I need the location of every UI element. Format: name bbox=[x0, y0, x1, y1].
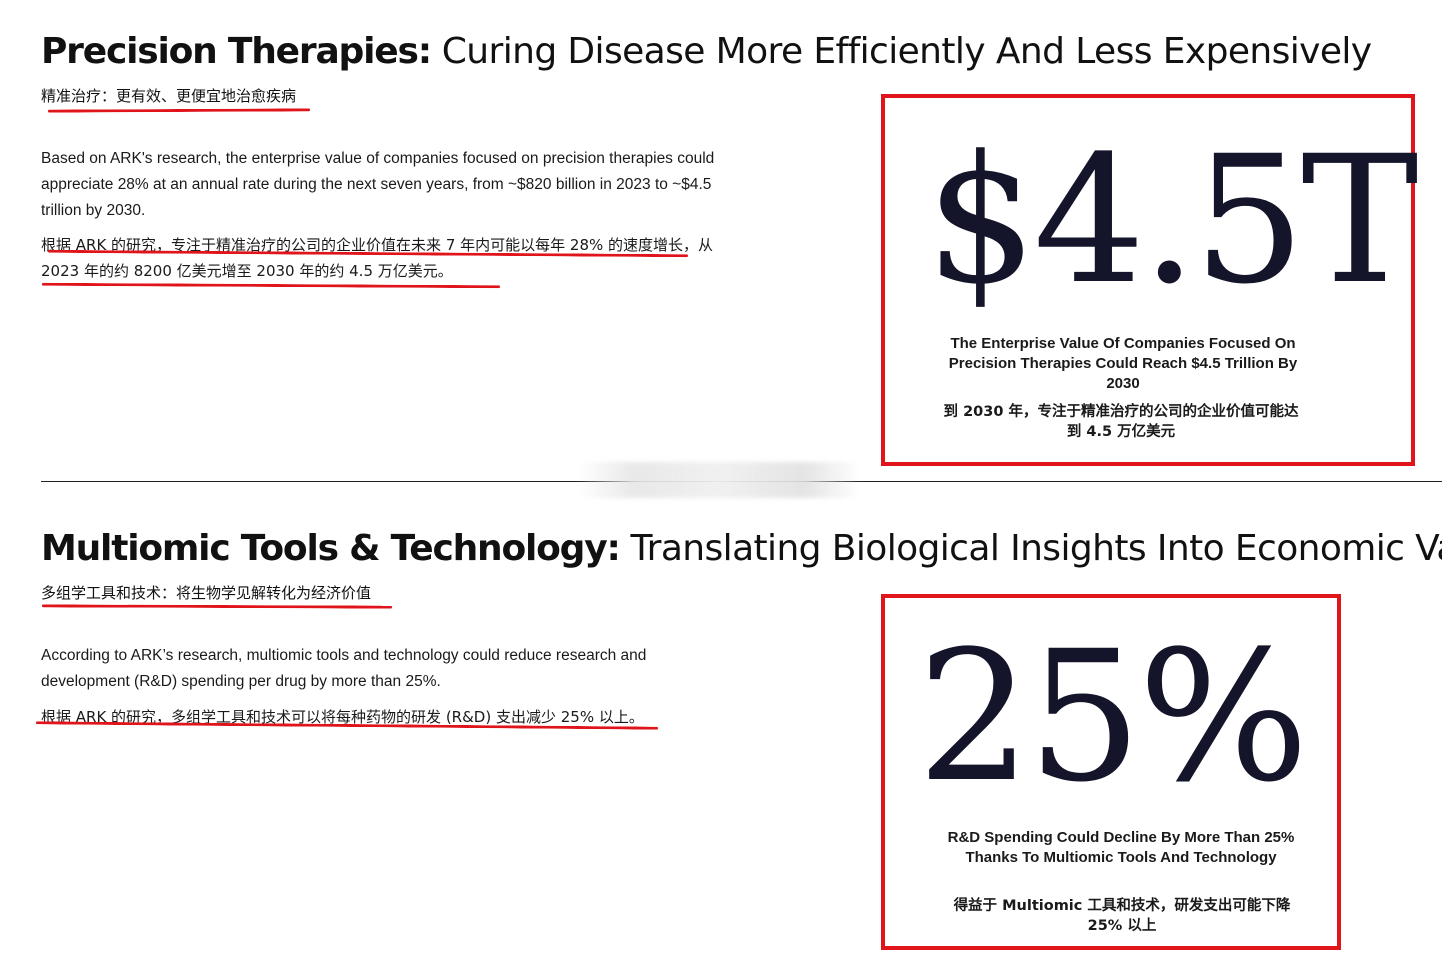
section-title: Precision Therapies: Curing Disease More… bbox=[41, 30, 1372, 74]
section-subtitle-cn: 多组学工具和技术：将生物学见解转化为经济价值 bbox=[41, 584, 372, 602]
multiomic-tools-section: Multiomic Tools & Technology: Translatin… bbox=[0, 484, 1442, 954]
stat-caption: R&D Spending Could Decline By More Than … bbox=[947, 829, 1295, 866]
stat-caption-cn: 得益于 Multiomic 工具和技术，研发支出可能下降 25% 以上 bbox=[953, 898, 1291, 934]
precision-therapies-section: Precision Therapies: Curing Disease More… bbox=[41, 30, 1419, 466]
section-title-rest: Translating Biological Insights Into Eco… bbox=[619, 528, 1442, 569]
section-body-cn: 根据 ARK 的研究，专注于精准治疗的公司的企业价值在未来 7 年内可能以每年 … bbox=[41, 236, 714, 280]
section-title-lead: Precision Therapies: bbox=[41, 31, 432, 72]
section-body-en: According to ARK’s research, multiomic t… bbox=[41, 647, 647, 690]
section-body-cn: 根据 ARK 的研究，多组学工具和技术可以将每种药物的研发 (R&D) 支出减少… bbox=[41, 708, 644, 726]
watermark-blur bbox=[578, 462, 860, 498]
stat-value: $4.5T bbox=[925, 118, 1418, 323]
section-title: Multiomic Tools & Technology: Translatin… bbox=[41, 527, 1442, 571]
stat-caption: The Enterprise Value Of Companies Focuse… bbox=[948, 335, 1298, 392]
stat-callout-box: $4.5T The Enterprise Value Of Companies … bbox=[881, 94, 1419, 466]
stat-callout-box: 25% R&D Spending Could Decline By More T… bbox=[881, 594, 1341, 950]
section-title-lead: Multiomic Tools & Technology: bbox=[41, 528, 621, 569]
subtitle-underline bbox=[41, 604, 393, 609]
section-body-en: Based on ARK's research, the enterprise … bbox=[41, 150, 715, 219]
section-subtitle-cn: 精准治疗：更有效、更便宜地治愈疾病 bbox=[41, 87, 297, 105]
section-title-rest: Curing Disease More Efficiently And Less… bbox=[430, 31, 1372, 72]
stat-value: 25% bbox=[916, 613, 1309, 822]
stat-caption-cn: 到 2030 年，专注于精准治疗的公司的企业价值可能达到 4.5 万亿美元 bbox=[943, 404, 1299, 440]
subtitle-underline bbox=[47, 108, 311, 113]
